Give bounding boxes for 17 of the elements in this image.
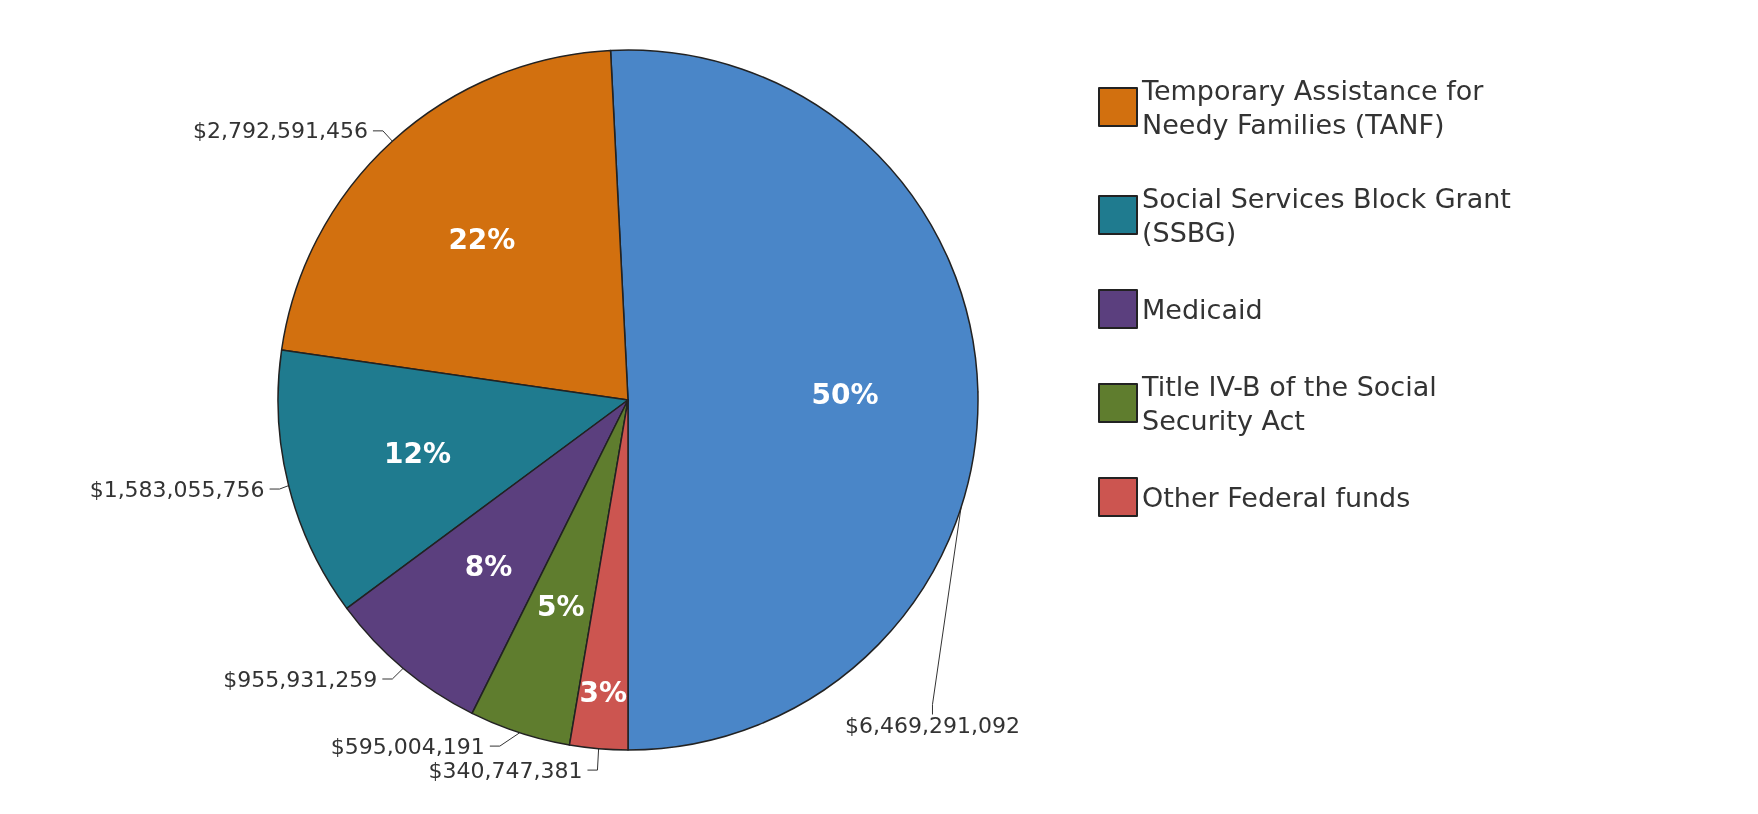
text: 8% [464,549,513,583]
text: 50% [811,378,879,412]
legend-label: Other Federal funds [1142,481,1411,513]
legend-label: Social Services Block Grant (SSBG) [1142,182,1520,248]
text: 12% [384,436,452,470]
legend-label: Temporary Assistance for Needy Families (TANF) [1141,74,1492,140]
data-label: $595,004,191 [330,733,485,759]
data-label: $6,469,291,092 [845,713,1020,738]
text: 3% [579,676,628,710]
text: 22% [448,223,516,257]
data-label: $1,583,055,756 [89,476,265,502]
legend-label: Medicaid [1142,293,1263,325]
data-label: $955,931,259 [223,666,378,692]
data-label: $340,747,381 [428,757,583,783]
legend-label: Title IV-B of the Social Security Act [1141,370,1446,436]
data-label: $2,792,591,456 [192,118,368,144]
text: 5% [537,589,585,623]
